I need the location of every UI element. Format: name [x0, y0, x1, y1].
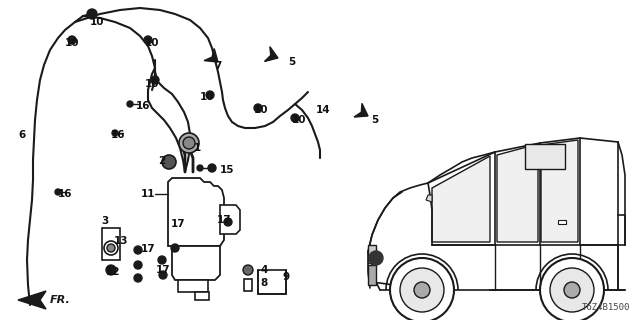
Text: 17: 17: [156, 265, 170, 275]
Circle shape: [390, 258, 454, 320]
Text: 10: 10: [253, 105, 268, 115]
Circle shape: [254, 104, 262, 112]
Circle shape: [107, 244, 115, 252]
Bar: [558, 220, 566, 224]
Text: 16: 16: [58, 189, 72, 199]
Circle shape: [134, 246, 142, 254]
Circle shape: [243, 265, 253, 275]
Circle shape: [87, 9, 97, 19]
Text: 16: 16: [111, 130, 125, 140]
Polygon shape: [432, 156, 490, 242]
Text: T6Z4B1500: T6Z4B1500: [582, 303, 630, 312]
Text: 13: 13: [114, 236, 128, 246]
Circle shape: [179, 133, 199, 153]
Text: 14: 14: [316, 105, 330, 115]
Polygon shape: [220, 205, 240, 234]
Circle shape: [224, 218, 232, 226]
Circle shape: [127, 101, 133, 107]
Circle shape: [414, 282, 430, 298]
Text: 1: 1: [193, 143, 200, 153]
Text: FR.: FR.: [50, 295, 71, 305]
Polygon shape: [168, 178, 224, 246]
Circle shape: [112, 130, 118, 136]
Text: 8: 8: [260, 278, 268, 288]
Circle shape: [55, 189, 61, 195]
Text: 17: 17: [171, 219, 186, 229]
Text: 10: 10: [65, 38, 79, 48]
Text: 6: 6: [19, 130, 26, 140]
Polygon shape: [264, 47, 278, 61]
Circle shape: [158, 256, 166, 264]
Text: 2: 2: [158, 156, 166, 166]
Circle shape: [104, 241, 118, 255]
Text: 15: 15: [220, 165, 234, 175]
Circle shape: [291, 114, 299, 122]
Bar: [368, 245, 376, 263]
Bar: [525, 144, 565, 169]
Circle shape: [171, 244, 179, 252]
Bar: [178, 280, 208, 292]
Bar: [195, 292, 209, 300]
Polygon shape: [426, 195, 432, 202]
Text: 17: 17: [141, 244, 156, 254]
Circle shape: [369, 251, 383, 265]
Text: 12: 12: [106, 267, 120, 277]
Polygon shape: [354, 103, 368, 117]
Polygon shape: [497, 144, 538, 242]
Circle shape: [151, 76, 159, 84]
Text: 17: 17: [217, 215, 231, 225]
Bar: [368, 265, 376, 285]
Circle shape: [134, 261, 142, 269]
Circle shape: [106, 265, 116, 275]
Text: 4: 4: [260, 265, 268, 275]
Polygon shape: [204, 49, 218, 62]
Text: 5: 5: [289, 57, 296, 67]
Circle shape: [144, 36, 152, 44]
Circle shape: [400, 268, 444, 312]
Circle shape: [68, 36, 76, 44]
Bar: [244, 279, 252, 291]
Circle shape: [540, 258, 604, 320]
Text: 3: 3: [101, 216, 109, 226]
Circle shape: [208, 164, 216, 172]
Text: 7: 7: [214, 61, 221, 71]
Circle shape: [162, 155, 176, 169]
Circle shape: [183, 137, 195, 149]
Text: 9: 9: [282, 272, 289, 282]
Text: 11: 11: [141, 189, 156, 199]
Circle shape: [88, 10, 96, 18]
Circle shape: [206, 91, 214, 99]
Bar: [102, 228, 120, 260]
Text: 10: 10: [90, 17, 104, 27]
Polygon shape: [18, 291, 46, 309]
Text: 10: 10: [200, 92, 214, 102]
Bar: [258, 270, 286, 294]
Circle shape: [134, 274, 142, 282]
Text: 5: 5: [371, 115, 379, 125]
Circle shape: [550, 268, 594, 312]
Text: 10: 10: [145, 38, 159, 48]
Polygon shape: [172, 246, 220, 280]
Circle shape: [564, 282, 580, 298]
Text: 10: 10: [292, 115, 307, 125]
Circle shape: [197, 165, 203, 171]
Polygon shape: [541, 140, 578, 242]
Text: 16: 16: [136, 101, 150, 111]
Text: 10: 10: [145, 79, 159, 89]
Circle shape: [159, 271, 167, 279]
